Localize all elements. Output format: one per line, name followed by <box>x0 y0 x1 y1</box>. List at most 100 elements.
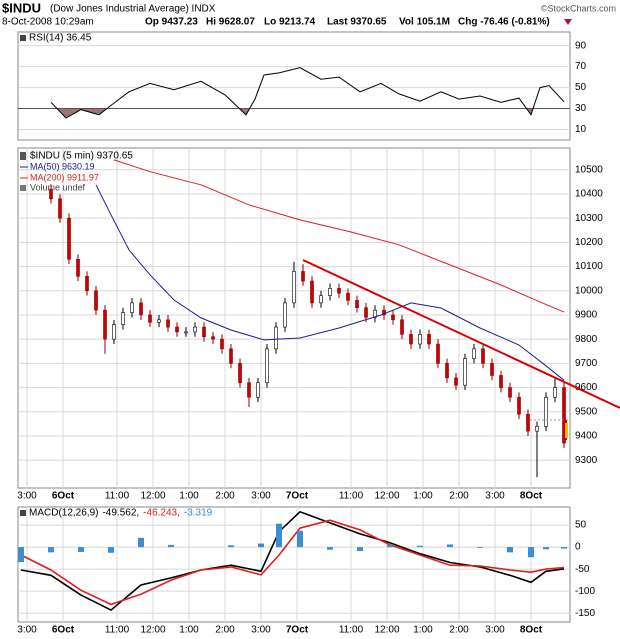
histogram-bar <box>561 547 567 549</box>
candle-body <box>103 309 107 340</box>
candle-body <box>454 377 458 386</box>
histogram-bar <box>387 544 393 548</box>
candle-body <box>67 217 71 260</box>
candle-body <box>157 319 161 323</box>
candle-body <box>301 271 305 282</box>
candle-body <box>544 396 548 427</box>
credit: ©StockCharts.com <box>541 3 616 13</box>
trendline <box>302 259 620 409</box>
candle-body <box>517 396 521 415</box>
candle-body <box>229 348 233 364</box>
candle-body <box>247 382 251 398</box>
y-tick-label: 10500 <box>575 164 603 175</box>
histogram-bar <box>357 547 363 552</box>
candle-body <box>508 387 512 398</box>
candle-body <box>94 290 98 311</box>
candle-body <box>283 302 287 328</box>
candle-body <box>535 425 539 432</box>
candle-body <box>391 314 395 321</box>
x-tick-label: 3:00 <box>485 491 505 502</box>
candle-body <box>319 295 323 304</box>
y-tick-label: 10000 <box>575 285 603 296</box>
last-price-marker <box>565 423 568 438</box>
candle-body <box>364 307 368 318</box>
legend-swatch <box>20 35 26 41</box>
y-tick-label: 9400 <box>575 431 598 442</box>
candle-body <box>355 300 359 309</box>
x-tick-label: 2:00 <box>449 625 469 636</box>
histogram-bar <box>78 547 84 552</box>
candle-body <box>337 288 341 294</box>
down-arrow <box>564 19 572 25</box>
y-tick-label: 9300 <box>575 455 598 466</box>
legend-label: Volume undef <box>30 182 86 192</box>
stat: Chg -76.46 (-0.81%) <box>458 17 550 28</box>
series-line <box>50 67 565 119</box>
panels: 10 30 50 70 90 RSI(14) 36.45 3:00 6Oct 11:00 12:0… <box>17 31 603 636</box>
x-tick-label: 12:00 <box>374 625 399 636</box>
histogram-bar <box>297 530 303 548</box>
y-tick-label: 9800 <box>575 334 598 345</box>
y-tick-label: 10400 <box>575 189 603 200</box>
candle-body <box>139 302 143 316</box>
histogram-bar <box>447 544 453 548</box>
y-tick-label: 9500 <box>575 406 598 417</box>
y-tick-label: 10200 <box>575 237 603 248</box>
candle-body <box>328 288 332 296</box>
panel-title: MACD(12,26,9) <box>29 508 98 519</box>
x-tick-label: 1:00 <box>179 625 199 636</box>
candle-body <box>472 348 476 359</box>
stat: Last 9370.65 <box>327 17 387 28</box>
legend-label: MA(50) 9630.19 <box>30 161 95 171</box>
candle-body <box>382 309 386 316</box>
candle-body <box>346 292 350 301</box>
y-tick-label: 10 <box>575 124 587 135</box>
candle-body <box>220 338 224 350</box>
candle-body <box>211 336 215 340</box>
candle-body <box>499 375 503 388</box>
legend-swatch <box>20 152 26 160</box>
candle-body <box>238 363 242 384</box>
y-tick-label: 50 <box>575 82 587 93</box>
stat: Lo 9213.74 <box>264 17 316 28</box>
candle-body <box>418 334 422 345</box>
x-tick-label: 3:00 <box>485 625 505 636</box>
y-tick-label: 50 <box>575 520 587 531</box>
legend-label: MA(200) 9911.97 <box>30 172 99 182</box>
histogram-bar <box>18 547 24 563</box>
legend-swatch <box>20 185 26 191</box>
candle-body <box>436 343 440 364</box>
candle-body <box>481 348 485 364</box>
x-tick-label: 2:00 <box>215 625 235 636</box>
candle-body <box>175 326 179 333</box>
panel-frame <box>17 506 571 623</box>
candle-body <box>490 363 494 376</box>
panel-title: RSI(14) 36.45 <box>29 33 92 44</box>
y-tick-label: 30 <box>575 103 587 114</box>
histogram-bar <box>108 547 114 553</box>
candle-body <box>526 413 530 432</box>
x-tick-label: 11:00 <box>339 491 364 502</box>
histogram-bar <box>507 547 513 553</box>
histogram-bar <box>417 545 423 548</box>
candle-body <box>553 387 557 398</box>
histogram-bar <box>327 547 333 550</box>
candle-body <box>463 358 467 386</box>
series-line <box>20 519 565 606</box>
oversold-area <box>51 108 564 118</box>
x-tick-label: 7Oct <box>286 491 309 502</box>
candle-body <box>85 275 89 292</box>
x-tick-label: 2:00 <box>215 491 235 502</box>
x-tick-label: 3:00 <box>17 625 37 636</box>
y-tick-label: -50 <box>575 564 590 575</box>
candle-body <box>256 382 260 398</box>
symbol: $INDU <box>2 0 41 15</box>
stat: Hi 9628.07 <box>206 17 255 28</box>
x-tick-label: 1:00 <box>179 491 199 502</box>
x-tick-label: 6Oct <box>52 625 75 636</box>
x-tick-label: 12:00 <box>140 625 165 636</box>
histogram-bar <box>276 523 282 548</box>
candle-body <box>148 314 152 323</box>
x-tick-label: 11:00 <box>105 491 130 502</box>
